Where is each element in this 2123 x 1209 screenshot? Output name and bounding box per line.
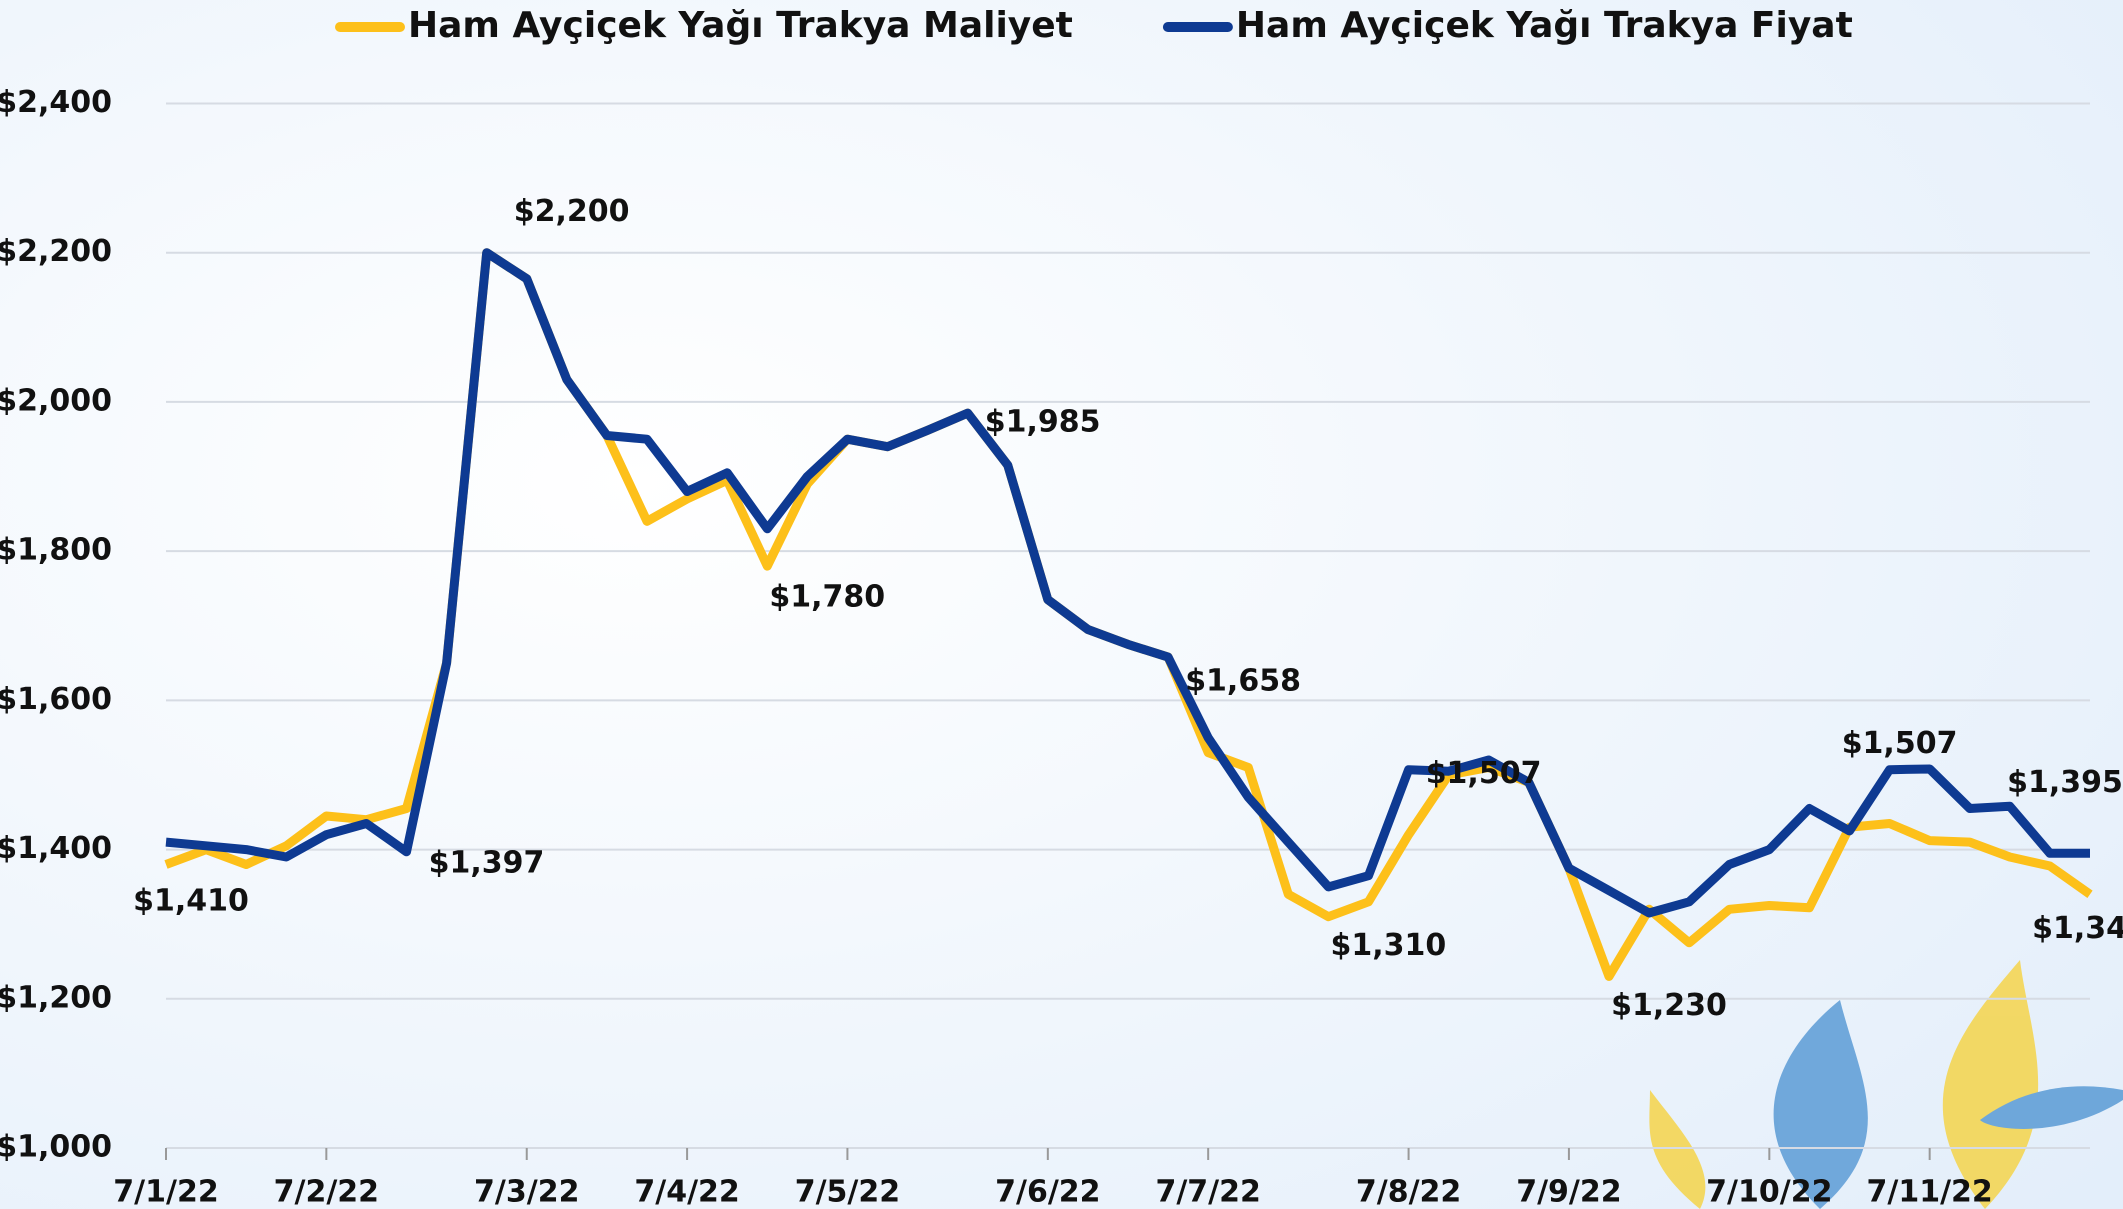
x-tick-label: 7/4/22 xyxy=(634,1175,739,1209)
y-tick-label: $1,600 xyxy=(0,682,112,717)
data-label: $1,985 xyxy=(985,405,1101,440)
x-tick-label: 7/3/22 xyxy=(474,1175,579,1209)
series-line xyxy=(165,248,2090,918)
y-tick-label: $2,200 xyxy=(0,234,112,269)
x-tick-label: 7/7/22 xyxy=(1155,1175,1260,1209)
x-tick-label: 7/8/22 xyxy=(1356,1175,1461,1209)
data-label: $1,310 xyxy=(1331,928,1447,963)
data-label: $1,410 xyxy=(133,884,249,919)
x-tick-label: 7/11/22 xyxy=(1867,1175,1993,1209)
y-tick-label: $2,400 xyxy=(0,85,112,120)
data-label: $1,340 xyxy=(2032,911,2123,946)
legend-label: Ham Ayçiçek Yağı Trakya Fiyat xyxy=(1236,5,1853,46)
x-tick-label: 7/9/22 xyxy=(1516,1175,1621,1209)
data-label: $1,507 xyxy=(1426,756,1542,791)
x-tick-label: 7/1/22 xyxy=(113,1175,218,1209)
x-tick-label: 7/6/22 xyxy=(995,1175,1100,1209)
data-label: $1,395 xyxy=(2007,765,2123,800)
legend-label: Ham Ayçiçek Yağı Trakya Maliyet xyxy=(408,5,1073,46)
y-tick-label: $1,400 xyxy=(0,831,112,866)
y-tick-label: $1,200 xyxy=(0,980,112,1015)
x-tick-label: 7/10/22 xyxy=(1706,1175,1832,1209)
data-label: $1,658 xyxy=(1185,664,1301,699)
data-label: $1,780 xyxy=(769,580,885,615)
y-tick-label: $1,800 xyxy=(0,533,112,568)
data-label: $1,397 xyxy=(429,845,545,880)
y-tick-label: $1,000 xyxy=(0,1130,112,1165)
decoration xyxy=(1649,960,2123,1209)
data-label: $1,230 xyxy=(1611,988,1727,1023)
y-tick-label: $2,000 xyxy=(0,383,112,418)
x-tick-label: 7/5/22 xyxy=(795,1175,900,1209)
data-label: $2,200 xyxy=(514,194,630,229)
data-label: $1,507 xyxy=(1842,726,1958,761)
x-tick-label: 7/2/22 xyxy=(274,1175,379,1209)
